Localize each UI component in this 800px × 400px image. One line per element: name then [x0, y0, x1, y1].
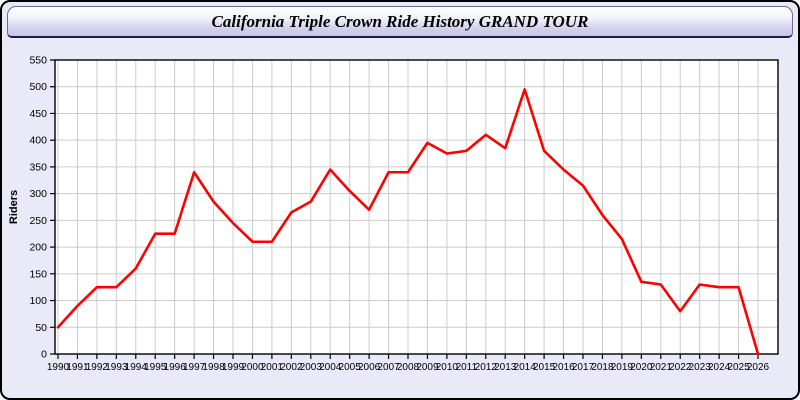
- x-tick-label: 2008: [397, 362, 420, 373]
- x-tick-label: 1993: [105, 362, 128, 373]
- x-tick-label: 2010: [436, 362, 459, 373]
- x-tick-label: 2017: [572, 362, 595, 373]
- x-tick-label: 2007: [377, 362, 400, 373]
- x-tick-label: 1990: [47, 362, 70, 373]
- x-tick-label: 2018: [591, 362, 614, 373]
- x-tick-label: 1992: [86, 362, 109, 373]
- plot-area: [55, 60, 778, 354]
- y-tick-label: 50: [35, 322, 47, 334]
- y-tick-label: 550: [29, 55, 47, 67]
- x-tick-label: 2020: [630, 362, 653, 373]
- x-tick-label: 1995: [144, 362, 167, 373]
- x-tick-label: 2002: [280, 362, 303, 373]
- x-tick-label: 2006: [358, 362, 381, 373]
- x-tick-label: 2026: [747, 362, 770, 373]
- y-tick-label: 200: [29, 242, 47, 254]
- x-tick-label: 1996: [164, 362, 187, 373]
- x-tick-label: 2012: [475, 362, 498, 373]
- plot-border: [54, 59, 779, 355]
- x-tick-label: 2013: [494, 362, 517, 373]
- y-tick-label: 250: [29, 215, 47, 227]
- y-tick-label: 450: [29, 108, 47, 120]
- x-tick-label: 1999: [222, 362, 245, 373]
- x-tick-label: 2000: [241, 362, 264, 373]
- x-tick-label: 2009: [416, 362, 439, 373]
- x-tick-label: 2022: [669, 362, 692, 373]
- x-tick-label: 1997: [183, 362, 206, 373]
- y-tick-label: 0: [41, 349, 47, 361]
- x-tick-label: 2025: [727, 362, 750, 373]
- riders-series-line: [56, 88, 760, 356]
- x-tick-label: 2004: [319, 362, 342, 373]
- x-tick-label: 2021: [650, 362, 673, 373]
- x-tick-label: 2014: [514, 362, 537, 373]
- page-title: California Triple Crown Ride History GRA…: [211, 11, 589, 31]
- x-tick-label: 2001: [261, 362, 284, 373]
- x-tick-label: 2016: [552, 362, 575, 373]
- y-axis-title: Riders: [8, 190, 20, 224]
- x-tick-label: 2003: [300, 362, 323, 373]
- x-tick-label: 2015: [533, 362, 556, 373]
- x-tick-label: 1998: [202, 362, 225, 373]
- y-tick-label: 150: [29, 268, 47, 280]
- x-tick-label: 1994: [125, 362, 148, 373]
- y-tick-label: 500: [29, 81, 47, 93]
- y-tick-label: 100: [29, 295, 47, 307]
- x-tick-label: 2011: [456, 362, 478, 373]
- x-tick-label: 2005: [339, 362, 362, 373]
- header-banner: California Triple Crown Ride History GRA…: [7, 6, 793, 38]
- x-tick-label: 2019: [611, 362, 634, 373]
- x-tick-label: 2023: [689, 362, 712, 373]
- x-tick-label: 2024: [708, 362, 731, 373]
- y-tick-label: 400: [29, 135, 47, 147]
- y-tick-label: 300: [29, 188, 47, 200]
- x-tick-label: 1991: [66, 362, 89, 373]
- y-tick-label: 350: [29, 161, 47, 173]
